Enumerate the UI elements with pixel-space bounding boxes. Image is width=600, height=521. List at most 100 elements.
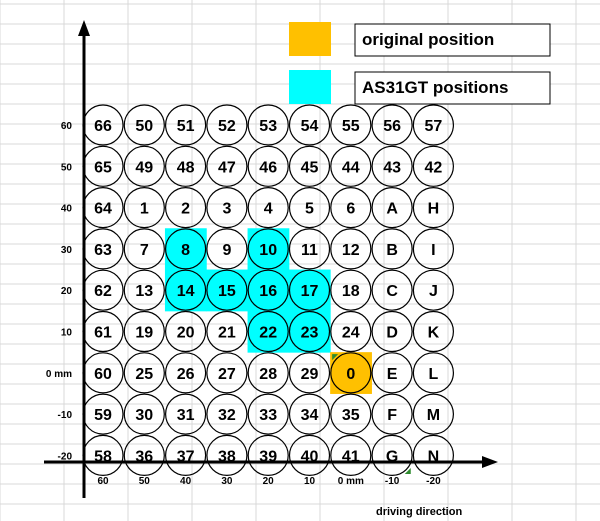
position-circle [371,104,413,146]
position-label: 26 [177,366,195,383]
position-cell: L [412,352,454,394]
position-label: H [428,201,440,218]
position-circle [165,269,207,311]
position-cell: 53 [247,104,289,146]
position-circle [330,393,372,435]
y-axis-arrowhead [78,20,90,36]
position-label: 12 [342,242,360,259]
position-label: J [429,283,438,300]
position-circle [330,352,372,394]
position-circle [247,145,289,187]
x-axis-tick-label: 40 [180,476,192,487]
position-label: 28 [259,366,277,383]
position-label: 64 [94,201,112,218]
position-cell: 49 [123,145,165,187]
position-label: 27 [218,366,236,383]
position-circle [165,434,207,476]
position-label: 35 [342,407,360,424]
position-circle [330,187,372,229]
position-label: 32 [218,407,236,424]
position-cell: A [371,187,413,229]
position-circle [371,228,413,270]
position-circle [165,393,207,435]
position-cell: 47 [206,145,248,187]
position-label: 53 [259,118,277,135]
position-cell: J [412,269,454,311]
x-axis-arrowhead [482,456,498,468]
x-axis-tick-label: 0 mm [338,476,364,487]
position-cell: G [371,434,413,476]
position-label: 48 [177,159,195,176]
position-label: 46 [259,159,277,176]
x-axis-tick-label: 20 [263,476,275,487]
position-cell: I [412,228,454,270]
position-circle [330,269,372,311]
position-cell: 56 [371,104,413,146]
legend-original-box [354,23,551,57]
position-cell: 40 [288,434,331,476]
position-cell: 20 [165,310,207,353]
y-axis-tick-label: 20 [61,286,73,297]
position-cell: 41 [330,434,372,476]
position-cell: 9 [206,228,248,270]
position-label: 63 [94,242,112,259]
position-circle [206,145,248,187]
position-cell: B [371,228,413,270]
position-cell: 57 [412,104,454,146]
position-cell: 22 [247,310,289,353]
position-cell: 6 [330,187,372,229]
position-cell: 36 [123,434,165,476]
position-circle [206,310,248,353]
position-circle [123,393,165,435]
position-circle [371,187,413,229]
position-circle [247,187,289,229]
position-circle [330,310,372,353]
position-label: 24 [342,325,360,342]
position-circle [412,269,454,311]
position-cell: 31 [165,393,207,435]
position-label: 11 [301,242,318,259]
position-cell: 46 [247,145,289,187]
position-cell: D [371,310,413,353]
position-circle [206,187,248,229]
position-circle [371,352,413,394]
position-label: 51 [177,118,195,135]
position-cell: E [371,352,413,394]
position-label: 60 [94,366,112,383]
position-circle [123,187,165,229]
position-circle [165,310,207,353]
position-label: B [386,242,398,259]
position-cell: H [412,187,454,229]
position-circle [123,104,165,146]
position-label: 47 [218,159,236,176]
position-label: 4 [264,201,273,218]
position-cell: 59 [82,393,124,435]
position-label: 61 [94,325,112,342]
position-cell: 2 [165,187,207,229]
position-cell: 39 [247,434,289,476]
y-axis-tick-label: 40 [61,204,73,215]
position-label: 49 [135,159,153,176]
position-circle [206,352,248,394]
position-circle [371,310,413,353]
position-circle [371,145,413,187]
position-cell: 30 [123,393,165,435]
position-cell: 44 [330,145,372,187]
position-cell: 65 [82,145,124,187]
position-circle [123,434,165,476]
position-label: 14 [177,283,195,300]
highlight-fills [164,228,411,475]
position-label: 6 [346,201,355,218]
position-label: 15 [218,283,236,300]
y-axis-tick-label: 60 [61,121,73,132]
position-label: A [386,201,398,218]
position-cell: 37 [165,434,207,476]
position-label: 29 [301,366,319,383]
position-cell: 1 [123,187,165,229]
position-label: 62 [94,283,112,300]
y-axis-tick-label: 0 mm [46,369,72,380]
cell-marker [404,468,411,475]
legend-as31gt-label: AS31GT positions [362,78,508,97]
position-label: C [386,283,398,300]
